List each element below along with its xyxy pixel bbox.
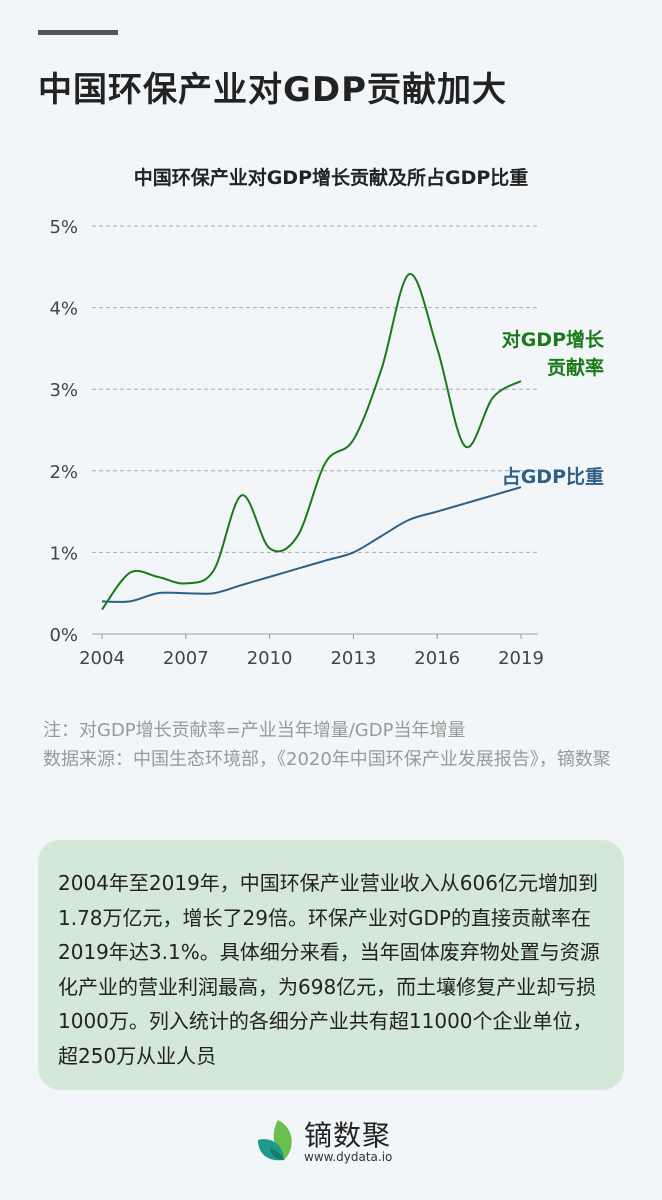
logo-name: 镝数聚: [304, 1119, 392, 1152]
x-tick-label: 2007: [163, 648, 209, 669]
brand-logo: 镝数聚 www.dydata.io: [254, 1114, 414, 1170]
page-title: 中国环保产业对GDP贡献加大: [38, 70, 508, 110]
x-tick-label: 2019: [498, 648, 544, 669]
y-tick-label: 5%: [49, 217, 78, 238]
summary-box: 2004年至2019年，中国环保产业营业收入从606亿元增加到1.78万亿元，增…: [38, 840, 624, 1090]
series-label: 占GDP比重: [502, 465, 604, 488]
y-tick-label: 3%: [49, 380, 78, 401]
chart-title: 中国环保产业对GDP增长贡献及所占GDP比重: [133, 167, 529, 189]
note-formula: 注：对GDP增长贡献率=产业当年增量/GDP当年增量: [43, 720, 466, 741]
y-tick-label: 1%: [49, 543, 78, 564]
series-line: [101, 486, 522, 603]
x-tick-label: 2016: [414, 648, 460, 669]
summary-text: 2004年至2019年，中国环保产业营业收入从606亿元增加到1.78万亿元，增…: [58, 871, 600, 1068]
y-tick-label: 2%: [49, 462, 78, 483]
note-source: 数据来源：中国生态环境部，《2020年中国环保产业发展报告》，镝数聚: [43, 749, 611, 770]
decorative-bar: [38, 30, 118, 35]
line-chart: 0% 1% 2% 3% 4% 5% 2004 2007 2010 2013 2016 2019 对GDP…: [49, 217, 605, 669]
y-tick-label: 0%: [49, 625, 78, 646]
x-tick-label: 2013: [330, 648, 376, 669]
series-line: [101, 273, 522, 611]
y-tick-label: 4%: [49, 299, 78, 320]
x-tick-label: 2004: [79, 648, 125, 669]
series-label: 对GDP增长: [502, 328, 605, 351]
series-label: 贡献率: [547, 356, 604, 379]
leaf-icon: [258, 1120, 292, 1161]
x-tick-label: 2010: [247, 648, 293, 669]
logo-url: www.dydata.io: [304, 1150, 393, 1164]
chart-notes: 注：对GDP增长贡献率=产业当年增量/GDP当年增量 数据来源：中国生态环境部，…: [43, 716, 623, 774]
